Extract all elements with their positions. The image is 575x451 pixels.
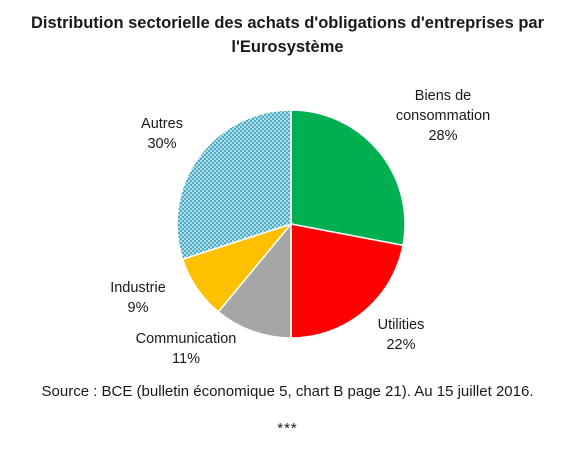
slice-category-label: Industrie [110, 280, 166, 296]
slice-percent-label: 22% [386, 337, 415, 353]
slice-category-label: Biens de [415, 88, 471, 104]
chart-title: Distribution sectorielle des achats d'ob… [0, 11, 575, 59]
slice-percent-label: 30% [147, 136, 176, 152]
pie-slice [290, 223, 404, 339]
pie-slice [176, 109, 292, 261]
slice-percent-label: 11% [172, 351, 200, 367]
chart-title-line-2: l'Eurosystème [231, 38, 344, 56]
chart-title-line-1: Distribution sectorielle des achats d'ob… [30, 14, 545, 32]
section-separator: *** [277, 420, 298, 437]
pie-slice [290, 109, 406, 247]
slice-category-label: Autres [141, 116, 183, 132]
slice-percent-label: 28% [428, 128, 457, 144]
pie-labels: Biens de consommation 28% Utilities 22% Commu… [110, 88, 490, 367]
source-note: Source : BCE (bulletin économique 5, cha… [41, 383, 534, 400]
pie-slices [176, 109, 406, 339]
slice-category-label: Utilities [378, 317, 425, 333]
slice-percent-label: 9% [128, 300, 149, 316]
slice-category-label: Communication [136, 331, 237, 347]
slice-category-label: consommation [396, 108, 490, 124]
pie-slice [217, 221, 292, 339]
